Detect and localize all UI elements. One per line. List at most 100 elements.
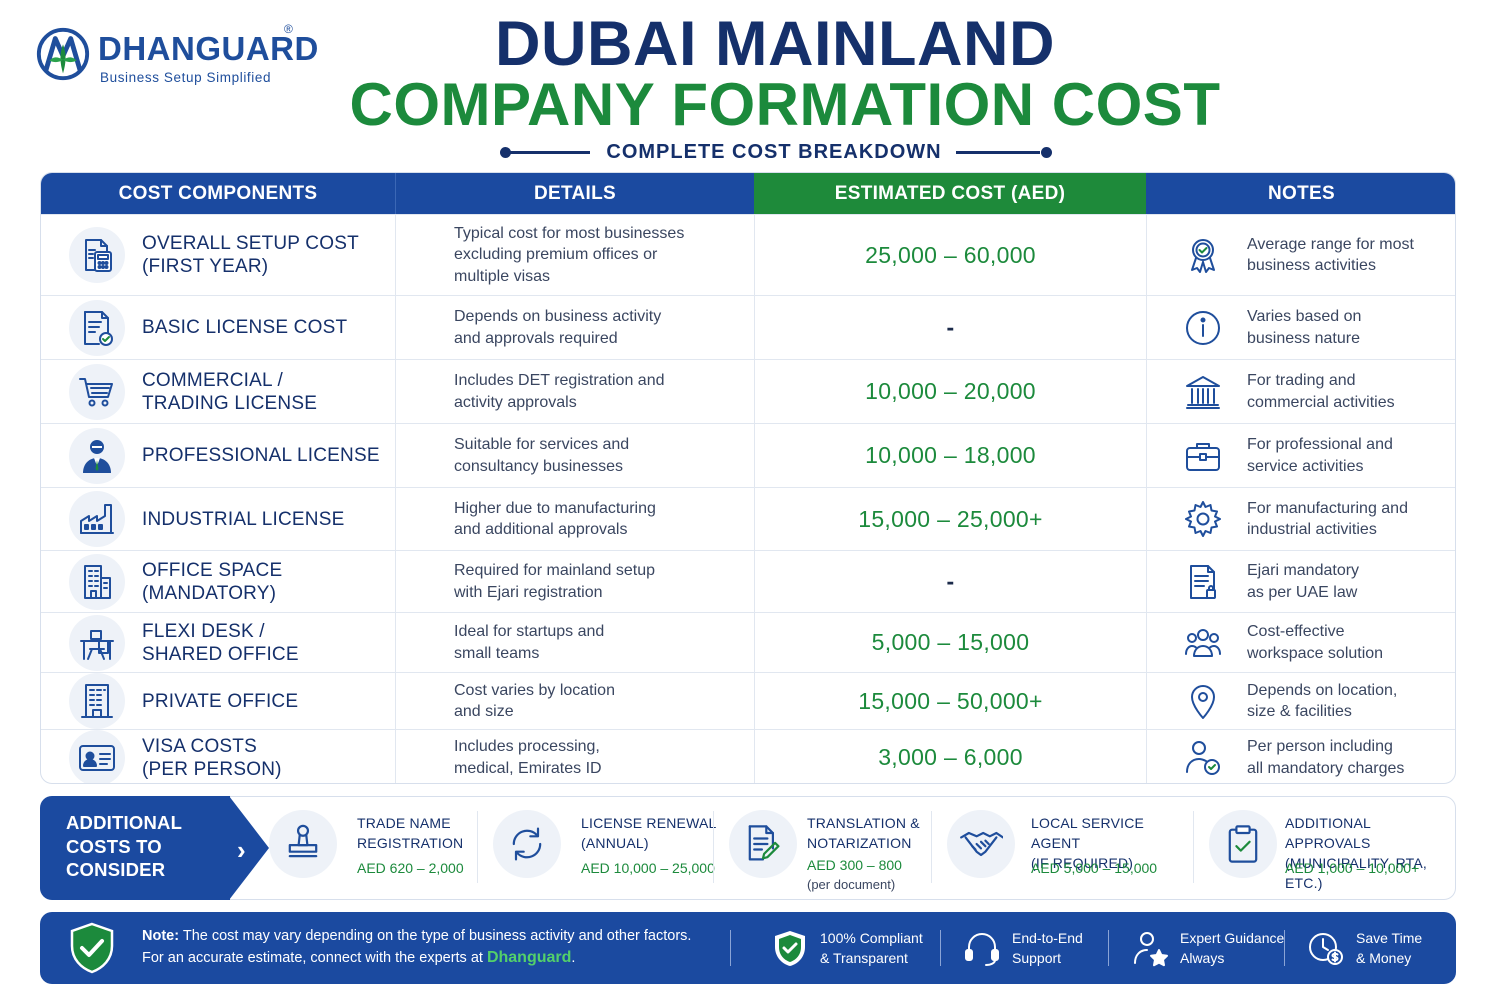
table-row: PROFESSIONAL LICENSE Suitable for service… [41,423,1455,487]
footer-divider [1284,930,1285,966]
additional-cost-label-line: TRANSLATION & [807,815,920,831]
notes-text: For manufacturing and industrial activiti… [1247,498,1408,541]
additional-cost-label-line: REGISTRATION [357,835,464,851]
notes-cell: Ejari mandatory as per UAE law [1146,551,1455,612]
note-line: size & facilities [1247,703,1352,720]
header-cost-components: COST COMPONENTS [41,173,395,214]
component-name: BASIC LICENSE COST [142,316,347,339]
brand-tagline: Business Setup Simplified [100,70,272,85]
detail-line: Required for mainland setup [454,562,656,579]
additional-cost-label: LICENSE RENEWAL (ANNUAL) [581,813,717,853]
component-name-line: SHARED OFFICE [142,643,299,665]
footer-note-text1: The cost may vary depending on the type … [182,928,692,944]
footer-note-end: . [571,950,576,966]
additional-cost-subnote: (per document) [807,877,896,892]
notes-cell: For manufacturing and industrial activiti… [1146,488,1455,550]
table-row: OVERALL SETUP COST (FIRST YEAR) Typical co… [41,214,1455,295]
component-cell: PRIVATE OFFICE [41,673,395,729]
component-name-line: INDUSTRIAL LICENSE [142,508,345,530]
additional-cost-price: AED 10,000 – 25,000 [581,860,715,876]
additional-cost-label-line: (IF REQUIRED) [1031,855,1134,871]
component-name-line: VISA COSTS [142,735,257,757]
additional-cost-label-line: TRADE NAME [357,815,451,831]
footer-feature-line: 100% Compliant [820,930,923,946]
component-cell: OFFICE SPACE (MANDATORY) [41,551,395,612]
detail-line: with Ejari registration [454,583,603,601]
component-name: INDUSTRIAL LICENSE [142,508,344,531]
header-notes: NOTES [1146,173,1455,214]
additional-cost-label: TRADE NAME REGISTRATION [357,813,463,853]
details-cell: Ideal for startups and small teams [395,613,754,672]
additional-cost-divider [477,811,478,883]
component-name: OFFICE SPACE (MANDATORY) [142,559,282,605]
brand-registered-mark: ® [284,22,293,36]
notes-text: Depends on location, size & facilities [1247,680,1397,723]
table-header: COST COMPONENTS DETAILS ESTIMATED COST (… [41,173,1455,214]
note-line: Average range for most [1247,235,1414,253]
details-text: Required for mainland setup with Ejari re… [454,560,655,603]
component-name: OVERALL SETUP COST (FIRST YEAR) [142,232,359,278]
estimated-cost-value: 3,000 – 6,000 [878,744,1023,770]
additional-cost-price: AED 5,000 – 15,000 [1031,860,1158,876]
footer-brand-link[interactable]: Dhanguard [486,949,572,966]
notes-text: Per person including all mandatory charge… [1247,736,1404,779]
note-line: For professional and [1247,436,1393,453]
additional-costs-tab: ADDITIONAL COSTS TO CONSIDER [40,796,230,900]
additional-costs-title-line: COSTS TO [66,835,162,857]
table-row: PRIVATE OFFICE Cost varies by location and… [41,672,1455,729]
bank-building-icon [1181,370,1225,414]
component-name-line: OFFICE SPACE [142,559,283,581]
table-row: BASIC LICENSE COST Depends on business ac… [41,295,1455,359]
additional-cost-item: LICENSE RENEWAL (ANNUAL) AED 10,000 – 25,0… [493,797,733,899]
shopping-cart-icon [69,363,125,420]
page-title-line1: DUBAI MAINLAND [495,9,1055,79]
desk-chair-icon [69,614,125,671]
notes-cell: Depends on location, size & facilities [1146,673,1455,729]
additional-cost-price: AED 300 – 800 [807,857,902,873]
footer-feature-line: End-to-End [1012,930,1083,946]
component-name: COMMERCIAL / TRADING LICENSE [142,369,317,415]
additional-cost-item: TRADE NAME REGISTRATION AED 620 – 2,000 [269,797,509,899]
details-cell: Cost varies by location and size [395,673,754,729]
additional-cost-label-line: LOCAL SERVICE AGENT [1031,815,1145,851]
estimated-cost-value: 15,000 – 25,000+ [858,505,1043,532]
detail-line: medical, Emirates ID [454,759,602,777]
footer-feature-line: Save Time [1356,930,1423,946]
footer-feature-line: Support [1012,950,1062,966]
component-name-line: OVERALL SETUP COST [142,233,359,254]
note-line: business nature [1247,329,1360,347]
notes-text: For professional and service activities [1247,434,1393,477]
details-text: Typical cost for most businesses excludin… [454,223,684,288]
estimated-cost-value: 25,000 – 60,000 [865,241,1036,268]
contract-document-icon [1181,560,1225,604]
footer-note: Note: The cost may vary depending on the… [142,925,691,969]
note-line: commercial activities [1247,393,1395,411]
cost-cell: 10,000 – 18,000 [754,424,1146,487]
additional-cost-price: AED 620 – 2,000 [357,860,464,876]
details-cell: Includes processing, medical, Emirates ID [395,730,754,783]
note-line: service activities [1247,457,1364,475]
note-line: Ejari mandatory [1247,562,1360,579]
component-name-line: PROFESSIONAL LICENSE [142,445,380,466]
info-icon [1181,306,1225,350]
note-line: Varies based on [1247,308,1362,325]
component-cell: BASIC LICENSE COST [41,296,395,359]
details-cell: Typical cost for most businesses excludin… [395,215,754,295]
stamp-icon [269,810,337,878]
component-name: PRIVATE OFFICE [142,690,298,713]
additional-cost-label-line: (ANNUAL) [581,835,649,851]
page-subtitle: COMPLETE COST BREAKDOWN [606,141,942,163]
detail-line: Suitable for services and [454,436,630,453]
note-line: For manufacturing and [1247,499,1408,517]
headset-icon [962,928,1002,968]
detail-line: small teams [454,644,540,662]
details-text: Higher due to manufacturing and additiona… [454,498,656,541]
footer-feature-line: & Money [1356,950,1412,966]
note-line: workspace solution [1247,644,1384,662]
component-name-line: COMMERCIAL / [142,369,284,391]
cost-cell: 3,000 – 6,000 [754,730,1146,783]
component-cell: FLEXI DESK / SHARED OFFICE [41,613,395,672]
notes-text: Cost-effective workspace solution [1247,621,1383,664]
component-name: PROFESSIONAL LICENSE [142,444,380,467]
detail-line: and approvals required [454,329,618,347]
